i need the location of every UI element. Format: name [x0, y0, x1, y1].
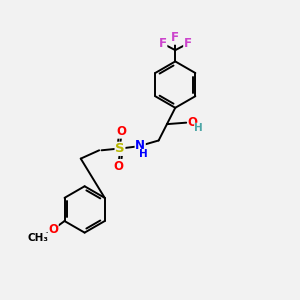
Text: F: F — [171, 31, 179, 44]
Text: H: H — [194, 123, 203, 133]
Text: F: F — [184, 37, 192, 50]
Text: S: S — [115, 142, 125, 155]
Text: H: H — [140, 149, 148, 159]
Text: O: O — [116, 125, 127, 138]
Text: O: O — [188, 116, 198, 129]
Text: N: N — [135, 139, 145, 152]
Text: F: F — [159, 37, 167, 50]
Text: O: O — [48, 223, 58, 236]
Text: O: O — [113, 160, 124, 172]
Text: CH₃: CH₃ — [28, 233, 49, 243]
